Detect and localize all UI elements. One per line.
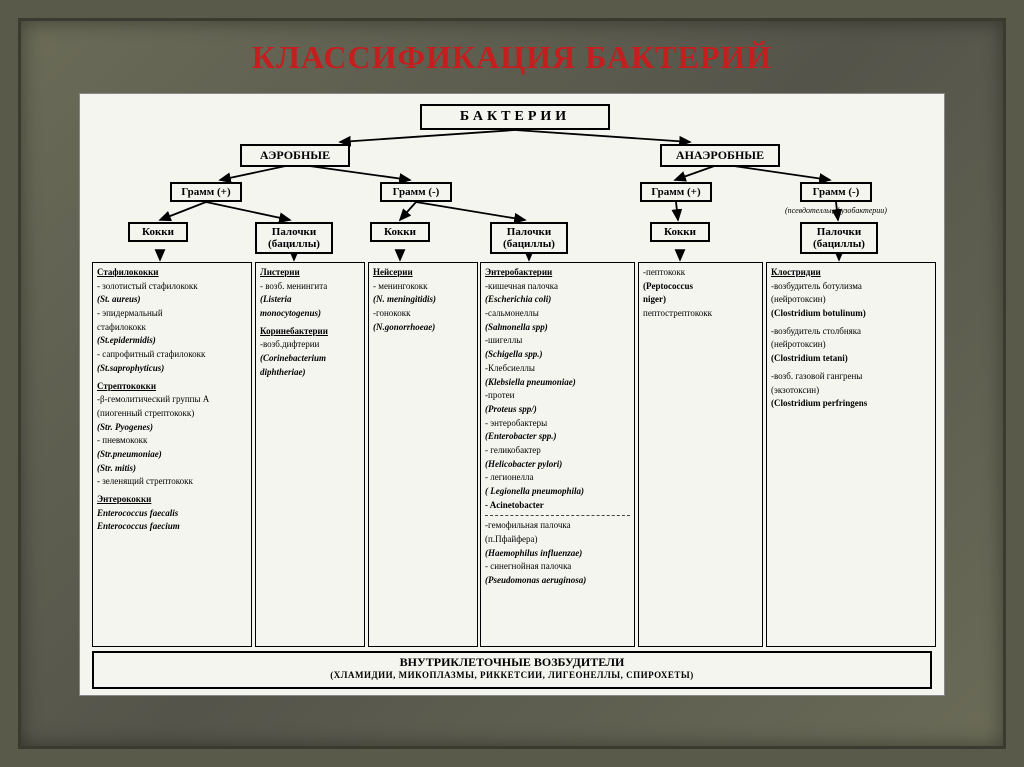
tree-node: Кокки <box>650 222 710 242</box>
tree-node: Грамм (-) <box>380 182 452 202</box>
tree-node: Кокки <box>370 222 430 242</box>
tree-node: Грамм (+) <box>170 182 242 202</box>
footer-main: ВНУТРИКЛЕТОЧНЫЕ ВОЗБУДИТЕЛИ <box>94 655 930 670</box>
tree-node: Палочки(бациллы) <box>490 222 568 254</box>
tree-node: Кокки <box>128 222 188 242</box>
tree-node: Палочки(бациллы) <box>255 222 333 254</box>
footer-box: ВНУТРИКЛЕТОЧНЫЕ ВОЗБУДИТЕЛИ (ХЛАМИДИИ, М… <box>92 651 932 689</box>
detail-column: -пептококк(Peptococcusniger)пептострепто… <box>638 262 763 647</box>
detail-column: Стафилококки- золотистый стафилококк(St.… <box>92 262 252 647</box>
gram-neg-note: (псевдотеллы, фузобактерии) <box>785 206 887 215</box>
page-title: КЛАССИФИКАЦИЯ БАКТЕРИЙ <box>21 39 1003 76</box>
detail-column: Клостридии-возбудитель ботулизма(нейрото… <box>766 262 936 647</box>
tree-node: Грамм (+) <box>640 182 712 202</box>
tree-node: БАКТЕРИИ <box>420 104 610 130</box>
detail-column: Нейсерии- менингококк(N. meningitidis)-г… <box>368 262 478 647</box>
detail-column: Листерии- возб. менингита(Listeriamonocy… <box>255 262 365 647</box>
tree-node: Палочки(бациллы) <box>800 222 878 254</box>
tree-node: АЭРОБНЫЕ <box>240 144 350 167</box>
tree-node: АНАЭРОБНЫЕ <box>660 144 780 167</box>
tree-node: Грамм (-) <box>800 182 872 202</box>
detail-column: Энтеробактерии-кишечная палочка(Escheric… <box>480 262 635 647</box>
footer-sub: (ХЛАМИДИИ, МИКОПЛАЗМЫ, РИККЕТСИИ, ЛИГЕОН… <box>94 670 930 680</box>
diagram-paper: БАКТЕРИИ АЭРОБНЫЕ АНАЭРОБНЫЕ Грамм (+) Грамм… <box>79 93 945 696</box>
photo-frame: КЛАССИФИКАЦИЯ БАКТЕРИЙ БАКТЕРИИ АЭРОБНЫЕ А… <box>18 18 1006 749</box>
